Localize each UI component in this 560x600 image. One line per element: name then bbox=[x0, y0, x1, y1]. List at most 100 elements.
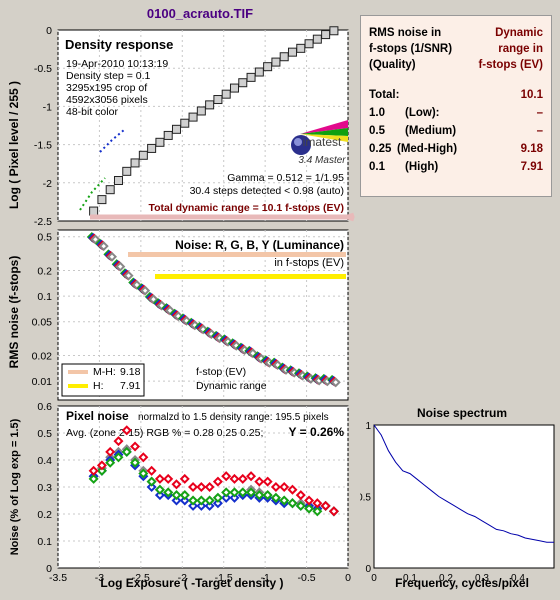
pixel-noise-point bbox=[262, 490, 273, 501]
y-tick-label: 0.6 bbox=[37, 401, 52, 413]
pixel-noise-point bbox=[254, 476, 265, 487]
average-text: Avg. (zone 2-15) RGB % = 0.28 0.25 0.25; bbox=[66, 427, 263, 439]
pixel-noise-point bbox=[312, 506, 323, 517]
x-tick-label: -3 bbox=[95, 572, 104, 584]
y-tick-label: 0.5 bbox=[37, 232, 52, 244]
pixel-noise-point bbox=[179, 473, 190, 484]
density-point bbox=[163, 130, 173, 140]
row-quality: (Med-High) bbox=[397, 143, 458, 155]
pixel-noise-point bbox=[188, 481, 199, 493]
y-tick-label: 0.2 bbox=[37, 266, 52, 278]
legend-note-fstop: f-stop (EV) bbox=[196, 366, 246, 378]
y-tick-label: 0.05 bbox=[32, 317, 53, 329]
rms-point bbox=[90, 234, 101, 245]
title-bar: 0100_acrauto.TIF bbox=[147, 6, 253, 21]
pixel-noise-point bbox=[279, 481, 290, 493]
x-tick-label: 0 bbox=[345, 572, 351, 584]
logo-subtitle: 3.4 Master bbox=[298, 155, 346, 166]
pixel-noise-point bbox=[246, 471, 257, 482]
extrapolation-line-blue bbox=[99, 129, 125, 153]
density-points bbox=[89, 26, 339, 216]
density-point bbox=[147, 143, 157, 153]
pixel-noise-point bbox=[295, 490, 306, 501]
x-tick-label: -0.5 bbox=[298, 572, 316, 584]
density-point bbox=[329, 26, 339, 36]
x-axis-label: Frequency, cycles/pixel bbox=[395, 576, 529, 590]
table-row-medium: 0.5 (Medium) – bbox=[369, 125, 543, 141]
row-label: 1.0 bbox=[369, 107, 385, 119]
pixel-noise-point bbox=[304, 503, 315, 514]
y-tick-label: 0.5 bbox=[37, 428, 52, 440]
pixel-noise-point bbox=[295, 500, 306, 511]
row-label: 0.1 bbox=[369, 161, 385, 173]
noise-spectrum-panel: Noise spectrum 0 0.5 1 0 0.1 0.2 0.3 0.4 Freque… bbox=[360, 406, 555, 590]
y-ticks: 0.5 0.2 0.1 0.05 0.02 0.01 bbox=[32, 232, 53, 388]
y-ticks: 0 0.1 0.2 0.3 0.4 0.5 0.6 bbox=[37, 401, 52, 575]
row-value: – bbox=[536, 125, 543, 137]
pixel-noise-point bbox=[328, 506, 339, 517]
info-line-date: 19-Apr-2010 10:13:19 bbox=[66, 58, 168, 70]
extrapolation-line-green bbox=[79, 177, 106, 211]
legend-swatch-high bbox=[68, 384, 88, 388]
y-tick-label: 0.4 bbox=[37, 455, 52, 467]
rms-dynamic-range-table: RMS noise in f-stops (1/SNR) (Quality) D… bbox=[360, 15, 552, 197]
plot-area bbox=[373, 424, 555, 569]
y-tick-label: 0.2 bbox=[37, 509, 52, 521]
pixel-noise-point bbox=[171, 479, 182, 490]
logo-highlight bbox=[294, 138, 302, 146]
legend-box bbox=[61, 363, 145, 397]
pixel-noise-point bbox=[179, 490, 190, 501]
logo-ray-magenta bbox=[300, 120, 348, 134]
density-point bbox=[122, 166, 132, 176]
table-row-med-high: 0.25 (Med-High) 9.18 bbox=[369, 143, 543, 159]
row-label: 0.25 bbox=[369, 143, 392, 155]
row-quality: (High) bbox=[405, 161, 439, 173]
pixel-noise-point bbox=[287, 484, 298, 495]
row-value: 9.18 bbox=[520, 143, 543, 155]
pixel-noise-point bbox=[287, 498, 298, 509]
row-value: – bbox=[536, 107, 543, 119]
density-point bbox=[271, 57, 281, 67]
density-point bbox=[321, 30, 331, 40]
panel-title: Pixel noise bbox=[66, 409, 129, 423]
pixel-noise-point bbox=[130, 457, 141, 468]
y-tick-label: 0.3 bbox=[37, 482, 52, 494]
pixel-noise-point bbox=[88, 465, 99, 476]
x-tick-label: -1 bbox=[260, 572, 269, 584]
legend-label-high: H: bbox=[93, 380, 104, 392]
panel-subtitle: in f-stops (EV) bbox=[274, 257, 344, 269]
pixel-noise-point bbox=[196, 495, 207, 506]
table-header-left: RMS noise in f-stops (1/SNR) (Quality) bbox=[369, 25, 452, 73]
x-tick-label: 0.4 bbox=[511, 573, 525, 584]
pixel-noise-point bbox=[121, 425, 132, 436]
density-point bbox=[312, 34, 322, 44]
row-quality: (Low): bbox=[405, 107, 440, 119]
grid bbox=[57, 230, 349, 400]
pixel-noise-point bbox=[279, 495, 290, 506]
y-tick-label: 0.02 bbox=[32, 351, 53, 363]
density-point bbox=[263, 62, 273, 72]
density-point bbox=[229, 83, 239, 93]
pixel-noise-point bbox=[229, 492, 240, 503]
normalize-text: normalzd to 1.5 density range: 195.5 pix… bbox=[138, 412, 329, 423]
table-row-total: Total: 10.1 bbox=[369, 89, 543, 105]
x-tick-label: 0 bbox=[371, 573, 377, 584]
pixel-noise-point bbox=[146, 476, 157, 487]
legend-value-high: 7.91 bbox=[120, 380, 141, 392]
y-tick-label: 0 bbox=[365, 564, 371, 575]
legend-value-med-high: 9.18 bbox=[120, 366, 141, 378]
pixel-noise-point bbox=[204, 500, 215, 511]
dynamic-range-banner: Total dynamic range = 10.1 f-stops (EV) bbox=[148, 202, 344, 214]
row-quality: (Medium) bbox=[405, 125, 457, 137]
row-label: 0.5 bbox=[369, 125, 385, 137]
density-point bbox=[287, 47, 297, 57]
rms-point bbox=[115, 261, 126, 272]
pixel-noise-panel: 0 0.1 0.2 0.3 0.4 0.5 0.6 -3.5 -3 -2.5 -2 -1.5 -1 -0… bbox=[9, 401, 351, 590]
pixel-noise-point bbox=[237, 473, 248, 484]
pixel-noise-point bbox=[221, 471, 232, 482]
pixel-noise-point bbox=[163, 487, 174, 498]
legend-note-range: Dynamic range bbox=[196, 380, 267, 392]
pixel-noise-point bbox=[96, 460, 107, 471]
density-point bbox=[188, 112, 198, 122]
x-tick-label: 0.1 bbox=[403, 573, 417, 584]
